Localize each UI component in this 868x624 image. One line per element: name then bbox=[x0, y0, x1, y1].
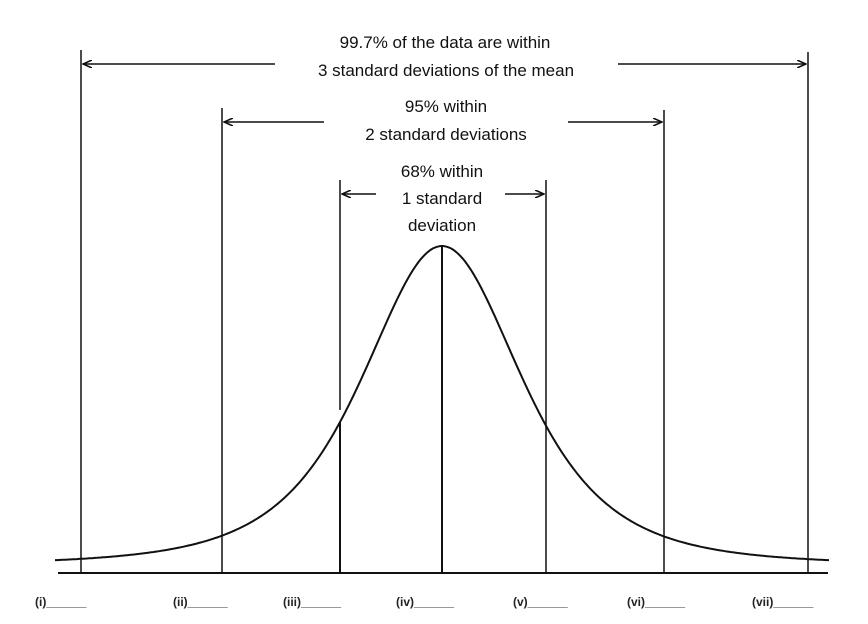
bell-curve bbox=[55, 245, 829, 562]
label-1sd-line2: 1 standard bbox=[402, 189, 482, 208]
blank-iv[interactable]: (iv)______ bbox=[396, 595, 454, 609]
label-3sd-line1: 99.7% of the data are within bbox=[340, 33, 551, 52]
blank-iii[interactable]: (iii)______ bbox=[283, 595, 341, 609]
label-1sd-line3: deviation bbox=[408, 216, 476, 235]
label-3sd-line2: 3 standard deviations of the mean bbox=[318, 61, 574, 80]
label-2sd-line1: 95% within bbox=[405, 97, 487, 116]
label-2sd-line2: 2 standard deviations bbox=[365, 125, 527, 144]
label-1sd-line1: 68% within bbox=[401, 162, 483, 181]
blank-ii[interactable]: (ii)______ bbox=[173, 595, 228, 609]
blank-vii[interactable]: (vii)______ bbox=[752, 595, 814, 609]
blank-vi[interactable]: (vi)______ bbox=[627, 595, 685, 609]
blank-i[interactable]: (i)______ bbox=[35, 595, 87, 609]
blank-v[interactable]: (v)______ bbox=[513, 595, 568, 609]
